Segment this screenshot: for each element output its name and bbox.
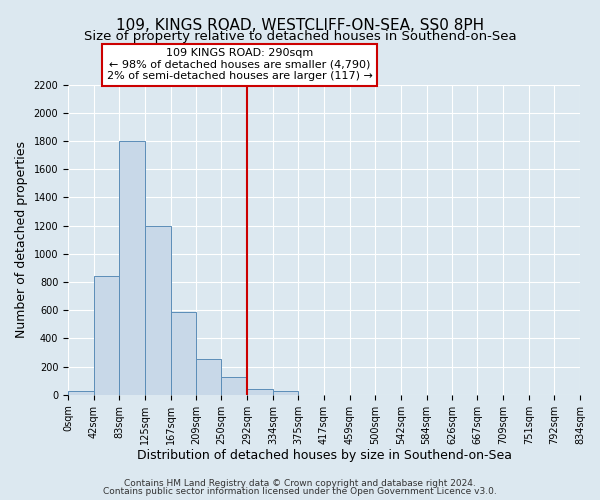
- Bar: [145, 226, 170, 395]
- Bar: [119, 141, 145, 395]
- Text: 109, KINGS ROAD, WESTCLIFF-ON-SEA, SS0 8PH: 109, KINGS ROAD, WESTCLIFF-ON-SEA, SS0 8…: [116, 18, 484, 32]
- Bar: [170, 312, 196, 395]
- Text: Contains HM Land Registry data © Crown copyright and database right 2024.: Contains HM Land Registry data © Crown c…: [124, 479, 476, 488]
- Text: Size of property relative to detached houses in Southend-on-Sea: Size of property relative to detached ho…: [83, 30, 517, 43]
- Bar: [196, 359, 221, 395]
- Y-axis label: Number of detached properties: Number of detached properties: [15, 141, 28, 338]
- Bar: [94, 276, 119, 395]
- X-axis label: Distribution of detached houses by size in Southend-on-Sea: Distribution of detached houses by size …: [137, 450, 512, 462]
- Bar: [273, 392, 298, 395]
- Text: 109 KINGS ROAD: 290sqm
← 98% of detached houses are smaller (4,790)
2% of semi-d: 109 KINGS ROAD: 290sqm ← 98% of detached…: [107, 48, 373, 82]
- Text: Contains public sector information licensed under the Open Government Licence v3: Contains public sector information licen…: [103, 486, 497, 496]
- Bar: [247, 389, 273, 395]
- Bar: [221, 377, 247, 395]
- Bar: [68, 392, 94, 395]
